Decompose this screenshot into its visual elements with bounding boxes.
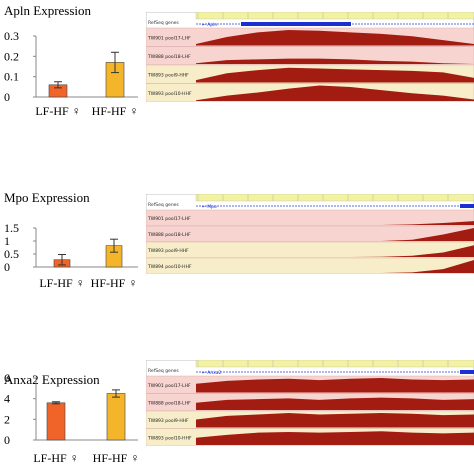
coordinate-ruler (195, 360, 474, 368)
signal-track: TW901 pool17-LHF (146, 209, 474, 227)
signal-area (196, 221, 474, 225)
signal-track: TW888 pool18-LHF (146, 225, 474, 243)
chart-title: Mpo Expression (4, 190, 90, 205)
y-tick-label: 0 (4, 260, 10, 274)
gene-exon (460, 204, 474, 208)
track-label: TW888 pool18-LHF (147, 54, 191, 60)
gene-label: ← Anxa2 (202, 370, 222, 376)
signal-track: TW893 pool10-HHF (146, 83, 474, 102)
error-bar (111, 51, 119, 74)
refseq-label: RefSeq genes (148, 20, 179, 26)
y-tick-label: 1 (4, 234, 10, 248)
signal-track: TW901 pool17-LHF (146, 375, 474, 394)
coordinate-ruler (195, 194, 474, 202)
panel-anxa2: Anxa2 Expression 0 2 4 6 LF-HF ♀ HF-HF ♀ RefS… (0, 340, 474, 474)
signal-area (196, 431, 474, 445)
signal-area (196, 67, 474, 83)
coordinate-ruler (195, 12, 474, 20)
signal-area (196, 413, 474, 428)
track-background (146, 209, 474, 227)
refseq-label: RefSeq genes (148, 202, 179, 208)
y-tick-label: 0.2 (4, 49, 19, 63)
x-tick-label: HF-HF ♀ (92, 104, 139, 118)
bar (106, 393, 126, 441)
track-label: TW893 pool9-HHF (147, 418, 189, 424)
chart-title: Anxa2 Expression (4, 372, 100, 387)
gene-exon (241, 22, 351, 26)
signal-track: TW893 pool10-HHF (146, 428, 474, 446)
track-label: TW888 pool18-LHF (147, 400, 191, 406)
track-label: TW894 pool10-HHF (147, 264, 192, 270)
y-tick-label: 4 (4, 392, 10, 406)
signal-track: TW901 pool17-LHF (146, 27, 474, 47)
gene-exon (460, 370, 474, 374)
track-label: TW893 pool10-HHF (147, 435, 192, 441)
x-tick-label: HF-HF ♀ (93, 451, 140, 465)
bar-chart: 0 2 4 6 LF-HF ♀ HF-HF ♀ (4, 371, 140, 465)
track-label: TW893 pool10-HHF (147, 91, 192, 97)
chart-title: Apln Expression (4, 3, 92, 18)
track-background (146, 257, 474, 274)
track-label: TW901 pool17-LHF (147, 216, 191, 222)
signal-track: TW893 pool9-HHF (146, 241, 474, 259)
panel-mpo: Mpo Expression 0 0.5 1 1.5 LF-HF ♀ HF-HF ♀ Re… (0, 190, 474, 290)
bar (46, 402, 66, 441)
signal-track: TW888 pool18-LHF (146, 393, 474, 412)
x-tick-label: LF-HF ♀ (33, 451, 78, 465)
signal-area (196, 378, 474, 393)
gene-label: ← Apln (202, 22, 217, 28)
bar-chart: 0 0.1 0.2 0.3 LF-HF ♀ HF-HF ♀ (4, 29, 139, 118)
y-tick-label: 0.1 (4, 70, 19, 84)
signal-track: TW894 pool10-HHF (146, 257, 474, 274)
track-label: TW893 pool9-HHF (147, 72, 189, 78)
signal-track: TW893 pool9-HHF (146, 64, 474, 84)
signal-track: TW893 pool9-HHF (146, 410, 474, 429)
genome-browser: RefSeq genes ← Apln TW901 pool17-LHF TW888 … (146, 12, 474, 102)
x-tick-label: HF-HF ♀ (91, 276, 138, 290)
track-label: TW893 pool9-HHF (147, 248, 189, 254)
error-bar (112, 389, 120, 398)
y-tick-label: 0 (4, 433, 10, 447)
signal-area (196, 85, 474, 101)
y-tick-label: 0 (4, 90, 10, 104)
signal-track: TW888 pool18-LHF (146, 46, 474, 66)
x-tick-label: LF-HF ♀ (39, 276, 84, 290)
panel-apln: Apln Expression 0 0.1 0.2 0.3 LF-HF ♀ HF-HF ♀… (0, 0, 474, 130)
track-label: TW888 pool18-LHF (147, 232, 191, 238)
track-label: TW901 pool17-LHF (147, 35, 191, 41)
error-bar (54, 81, 62, 89)
signal-area (196, 397, 474, 410)
signal-area (196, 58, 474, 64)
y-tick-label: 0.5 (4, 247, 19, 261)
gene-label: ← Mpo (202, 204, 217, 210)
y-tick-label: 2 (4, 412, 10, 426)
error-bar (110, 238, 118, 253)
x-tick-label: LF-HF ♀ (35, 104, 80, 118)
error-bar (52, 401, 60, 405)
y-tick-label: 0.3 (4, 29, 19, 43)
genome-browser: RefSeq genes ← Mpo TW901 pool17-LHF TW888 p… (146, 194, 474, 274)
refseq-label: RefSeq genes (148, 368, 179, 374)
signal-area (196, 260, 474, 273)
error-bar (58, 254, 66, 266)
bar-chart: 00.511.5 LF-HF ♀ HF-HF ♀ (4, 221, 138, 290)
y-tick-label: 6 (4, 371, 10, 385)
track-label: TW901 pool17-LHF (147, 383, 191, 389)
y-tick-label: 1.5 (4, 221, 19, 235)
signal-area (196, 245, 474, 257)
signal-area (196, 228, 474, 241)
genome-browser: RefSeq genes ← Anxa2 TW901 pool17-LHF TW888… (146, 360, 474, 446)
signal-area (196, 30, 474, 46)
